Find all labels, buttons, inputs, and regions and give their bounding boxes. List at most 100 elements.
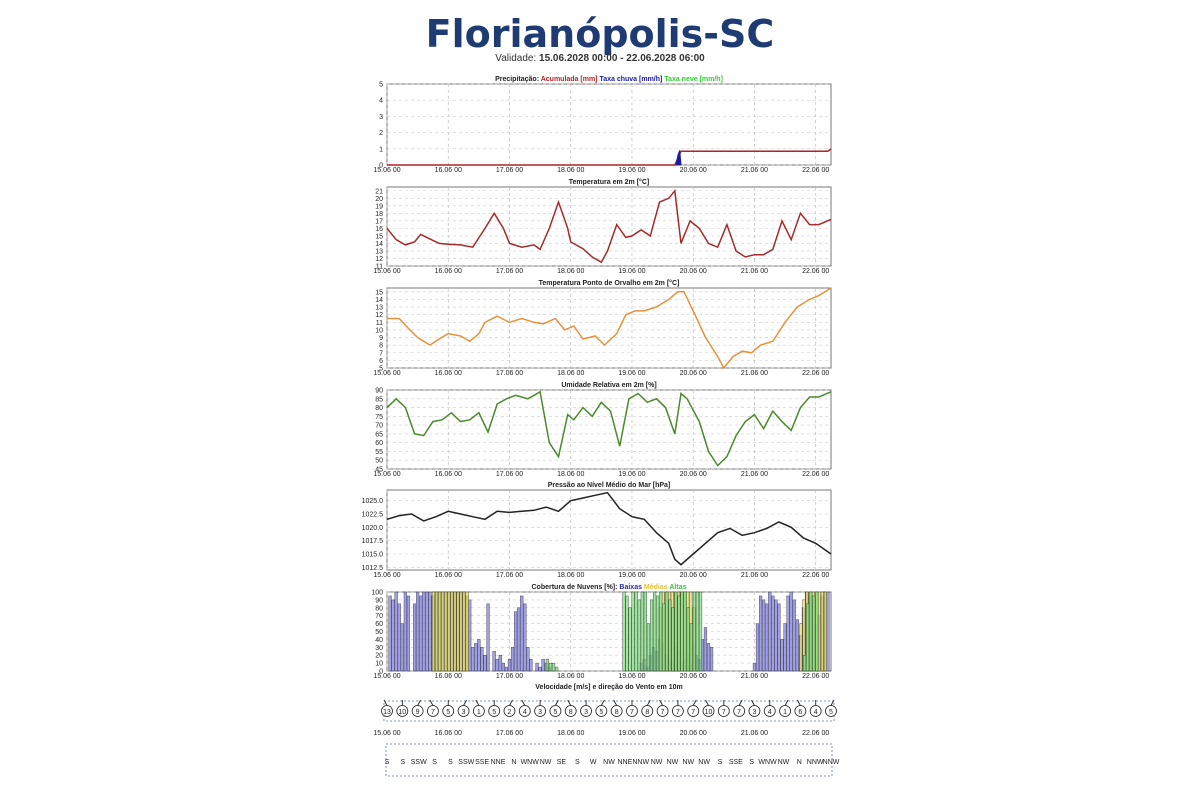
cloud-bar <box>474 643 478 672</box>
x-tick-label: 17.06 00 <box>496 730 523 737</box>
x-tick-label: 21.06 00 <box>741 167 768 174</box>
y-tick-label: 90 <box>375 388 383 395</box>
x-tick-label: 21.06 00 <box>741 572 768 579</box>
y-tick-label: 12 <box>375 256 383 263</box>
wind-speed-label: 2 <box>508 709 512 716</box>
wind-direction-label: NNW <box>632 759 649 766</box>
cloud-bar <box>637 599 641 672</box>
wind-direction-label: S <box>401 759 406 766</box>
wind-direction-label: SE <box>557 759 567 766</box>
series-area <box>675 150 682 166</box>
wind-direction-label: NW <box>682 759 694 766</box>
x-tick-label: 21.06 00 <box>741 673 768 680</box>
y-tick-label: 50 <box>375 458 383 465</box>
wind-arrow-icon <box>555 699 559 706</box>
y-tick-label: 55 <box>375 449 383 456</box>
chart-title-pres: Pressão ao Nível Médio do Mar [hPa] <box>548 482 671 489</box>
cloud-bar <box>795 619 799 672</box>
x-tick-label: 18.06 00 <box>557 370 584 377</box>
cloud-bar <box>649 599 654 672</box>
x-tick-label: 22.06 00 <box>802 730 829 737</box>
chart-title-dew: Temperatura Ponto de Orvalho em 2m [°C] <box>539 279 680 287</box>
y-tick-label: 1017.5 <box>362 538 384 545</box>
x-tick-label: 21.06 00 <box>741 268 768 275</box>
cloud-bar <box>809 591 813 672</box>
cloud-bar <box>820 591 824 672</box>
wind-speed-label: 1 <box>783 709 787 716</box>
x-tick-label: 22.06 00 <box>802 268 829 275</box>
cloud-bar <box>631 591 635 672</box>
wind-speed-row: 13 10 9 7 5 3 1 5 2 4 3 5 8 3 5 8 7 8 7 7 7 10 7 7 3 4 1 6 4 5 15.06 0… <box>373 699 837 737</box>
wind-speed-label: 8 <box>569 709 573 716</box>
cloud-bar <box>777 603 781 672</box>
wind-direction-frame <box>385 743 833 777</box>
wind-arrow-icon <box>751 699 755 706</box>
cloud-bar <box>783 623 787 672</box>
cloud-bar <box>671 607 675 672</box>
wind-speed-label: 8 <box>615 709 619 716</box>
y-tick-label: 80 <box>375 405 383 412</box>
x-tick-label: 21.06 00 <box>741 730 768 737</box>
wind-direction-label: SSW <box>458 759 474 766</box>
cloud-bar <box>812 595 816 672</box>
cloud-bar <box>541 658 545 672</box>
x-tick-label: 16.06 00 <box>435 370 462 377</box>
chart-pres: 1012.5 1015.0 1017.5 1020.0 1022.5 1025.0 15.0… <box>362 489 832 579</box>
y-tick-label: 70 <box>375 613 383 620</box>
cloud-bar <box>471 647 475 672</box>
x-tick-label: 22.06 00 <box>802 167 829 174</box>
wind-speed-label: 9 <box>416 709 420 716</box>
x-tick-label: 17.06 00 <box>496 370 523 377</box>
x-tick-label: 17.06 00 <box>496 471 523 478</box>
wind-direction-label: S <box>575 759 580 766</box>
cloud-bar <box>526 647 530 672</box>
wind-arrow-icon <box>796 699 801 706</box>
wind-direction-label: SSE <box>729 759 743 766</box>
series-line <box>387 287 832 370</box>
cloud-bar <box>535 662 539 672</box>
cloud-bar <box>786 595 790 672</box>
wind-speed-label: 13 <box>383 709 391 716</box>
y-tick-label: 8 <box>379 343 383 350</box>
wind-direction-label: S <box>718 759 723 766</box>
chart-precip: 0 1 2 3 4 5 15.06 00 16.06 00 17.06 00 18.06 00 19… <box>373 82 832 174</box>
cloud-bar <box>674 591 678 672</box>
cloud-bar <box>462 591 466 672</box>
y-tick-label: 1025.0 <box>362 498 384 505</box>
x-tick-label: 15.06 00 <box>373 471 400 478</box>
cloud-bar <box>504 666 508 672</box>
y-tick-label: 11 <box>376 264 383 271</box>
y-tick-label: 1015.0 <box>362 552 384 559</box>
wind-speed-label: 1 <box>477 709 481 716</box>
cloud-bar <box>758 595 763 672</box>
cloud-bar <box>435 591 439 672</box>
cloud-bar <box>492 651 496 672</box>
x-tick-label: 15.06 00 <box>373 673 400 680</box>
y-tick-label: 75 <box>375 414 383 421</box>
wind-direction-label: S <box>385 759 390 766</box>
cloud-bar <box>419 595 423 672</box>
x-tick-label: 15.06 00 <box>373 167 400 174</box>
y-tick-label: 4 <box>379 98 383 105</box>
x-tick-label: 16.06 00 <box>435 730 462 737</box>
y-tick-label: 70 <box>375 423 383 430</box>
cloud-bar <box>789 591 793 672</box>
plot-frame <box>386 389 832 470</box>
cloud-bar <box>403 591 407 672</box>
chart-title-wind: Velocidade [m/s] e direção do Vento em 1… <box>535 684 682 691</box>
cloud-bar <box>400 623 404 672</box>
x-tick-label: 19.06 00 <box>618 167 645 174</box>
cloud-bar <box>529 658 533 672</box>
y-tick-label: 18 <box>375 211 383 218</box>
plot-frame <box>386 83 832 166</box>
wind-direction-label: NW <box>651 759 663 766</box>
wind-direction-label: N <box>797 759 802 766</box>
cloud-bar <box>762 599 766 672</box>
wind-direction-label: NW <box>698 759 710 766</box>
wind-direction-label: S <box>432 759 437 766</box>
cloud-bar <box>686 607 690 672</box>
y-tick-label: 90 <box>375 597 383 604</box>
cloud-bar <box>444 591 448 672</box>
cloud-bar <box>698 591 703 672</box>
cloud-bar <box>628 607 632 672</box>
